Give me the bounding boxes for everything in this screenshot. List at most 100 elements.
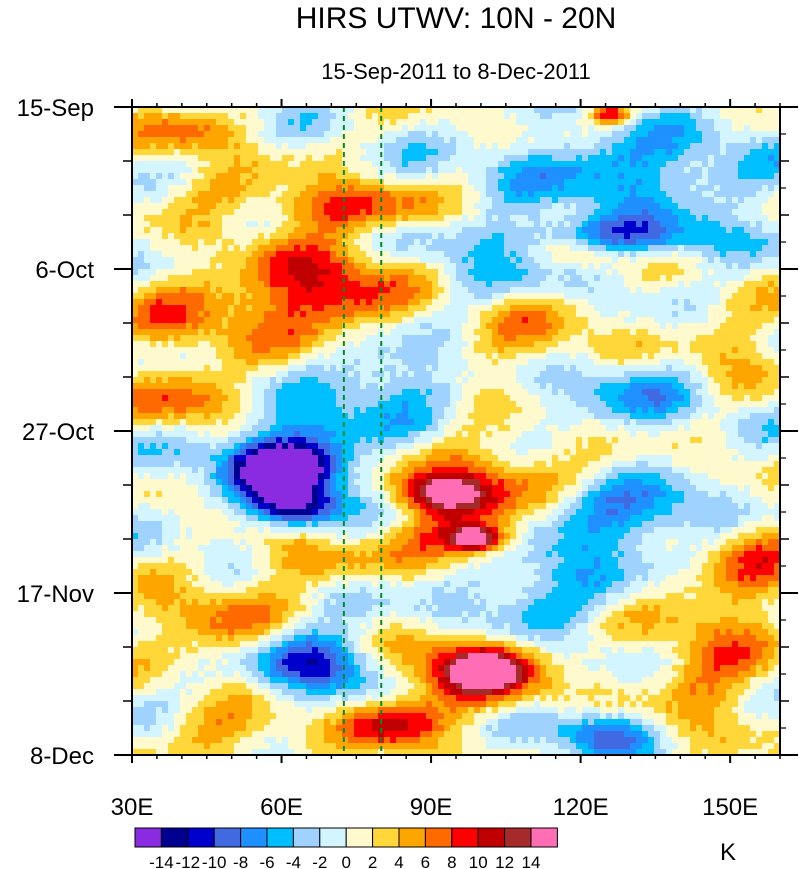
heatmap-cell [174, 125, 181, 132]
heatmap-cell [750, 275, 757, 282]
heatmap-cell [582, 215, 589, 222]
heatmap-cell [198, 287, 205, 294]
heatmap-cell [150, 335, 157, 342]
heatmap-cell [576, 125, 583, 132]
heatmap-cell [678, 275, 685, 282]
heatmap-cell [444, 197, 451, 204]
heatmap-cell [504, 185, 511, 192]
heatmap-cell [534, 263, 541, 270]
heatmap-cell [558, 251, 565, 258]
heatmap-cell [336, 323, 343, 330]
heatmap-cell [312, 233, 319, 240]
heatmap-cell [258, 179, 265, 186]
heatmap-cell [180, 113, 187, 120]
heatmap-cell [606, 305, 613, 312]
heatmap-cell [528, 275, 535, 282]
heatmap-cell [186, 263, 193, 270]
heatmap-cell [606, 173, 613, 180]
heatmap-cell [168, 251, 175, 258]
heatmap-cell [450, 269, 457, 276]
heatmap-cell [510, 287, 517, 294]
heatmap-cell [210, 143, 217, 150]
heatmap-cell [186, 305, 193, 312]
heatmap-cell [726, 353, 733, 360]
heatmap-cell [144, 293, 151, 300]
heatmap-cell [762, 125, 769, 132]
heatmap-cell [552, 293, 559, 300]
heatmap-cell [696, 227, 703, 234]
heatmap-cell [432, 311, 439, 318]
heatmap-cell [354, 167, 361, 174]
heatmap-cell [492, 251, 499, 258]
heatmap-cell [456, 125, 463, 132]
heatmap-cell [642, 359, 649, 366]
heatmap-cell [438, 371, 445, 378]
heatmap-cell [210, 251, 217, 258]
heatmap-cell [204, 365, 211, 372]
heatmap-cell [702, 239, 709, 246]
heatmap-cell [660, 197, 667, 204]
heatmap-cell [258, 185, 265, 192]
heatmap-cell [648, 107, 655, 114]
heatmap-cell [696, 269, 703, 276]
heatmap-cell [174, 299, 181, 306]
heatmap-cell [756, 299, 763, 306]
heatmap-cell [774, 191, 780, 198]
heatmap-cell [714, 335, 721, 342]
heatmap-cell [738, 323, 745, 330]
heatmap-cell [690, 275, 697, 282]
heatmap-cell [450, 149, 457, 156]
heatmap-cell [300, 119, 307, 126]
heatmap-cell [282, 221, 289, 228]
heatmap-cell [486, 227, 493, 234]
heatmap-cell [408, 293, 415, 300]
heatmap-cell [750, 143, 757, 150]
heatmap-cell [534, 209, 541, 216]
heatmap-cell [480, 305, 487, 312]
heatmap-cell [336, 275, 343, 282]
heatmap-cell [564, 371, 571, 378]
heatmap-cell [768, 329, 775, 336]
heatmap-cell [492, 221, 499, 228]
heatmap-cell [690, 131, 697, 138]
heatmap-cell [684, 317, 691, 324]
heatmap-cell [324, 287, 331, 294]
heatmap-cell [468, 317, 475, 324]
heatmap-cell [174, 287, 181, 294]
heatmap-cell [438, 305, 445, 312]
heatmap-cell [240, 263, 247, 270]
heatmap-cell [624, 251, 631, 258]
heatmap-cell [408, 185, 415, 192]
heatmap-cell [156, 293, 163, 300]
heatmap-cell [234, 119, 241, 126]
heatmap-cell [654, 131, 661, 138]
heatmap-cell [624, 113, 631, 120]
heatmap-cell [150, 281, 157, 288]
heatmap-cell [318, 215, 325, 222]
heatmap-cell [264, 185, 271, 192]
heatmap-cell [738, 131, 745, 138]
heatmap-cell [132, 203, 139, 210]
heatmap-cell [516, 167, 523, 174]
heatmap-cell [510, 257, 517, 264]
heatmap-cell [510, 173, 517, 180]
heatmap-cell [708, 341, 715, 348]
heatmap-cell [402, 377, 409, 384]
heatmap-cell [756, 197, 763, 204]
heatmap-cell [636, 287, 643, 294]
heatmap-cell [438, 203, 445, 210]
heatmap-cell [324, 359, 331, 366]
heatmap-cell [462, 353, 469, 360]
heatmap-cell [612, 293, 619, 300]
heatmap-cell [150, 305, 157, 312]
heatmap-cell [738, 263, 745, 270]
heatmap-cell [384, 149, 391, 156]
heatmap-cell [738, 233, 745, 240]
heatmap-cell [624, 275, 631, 282]
heatmap-cell [726, 311, 733, 318]
heatmap-cell [402, 275, 409, 282]
heatmap-cell [450, 353, 457, 360]
heatmap-cell [390, 149, 397, 156]
heatmap-cell [234, 347, 241, 354]
